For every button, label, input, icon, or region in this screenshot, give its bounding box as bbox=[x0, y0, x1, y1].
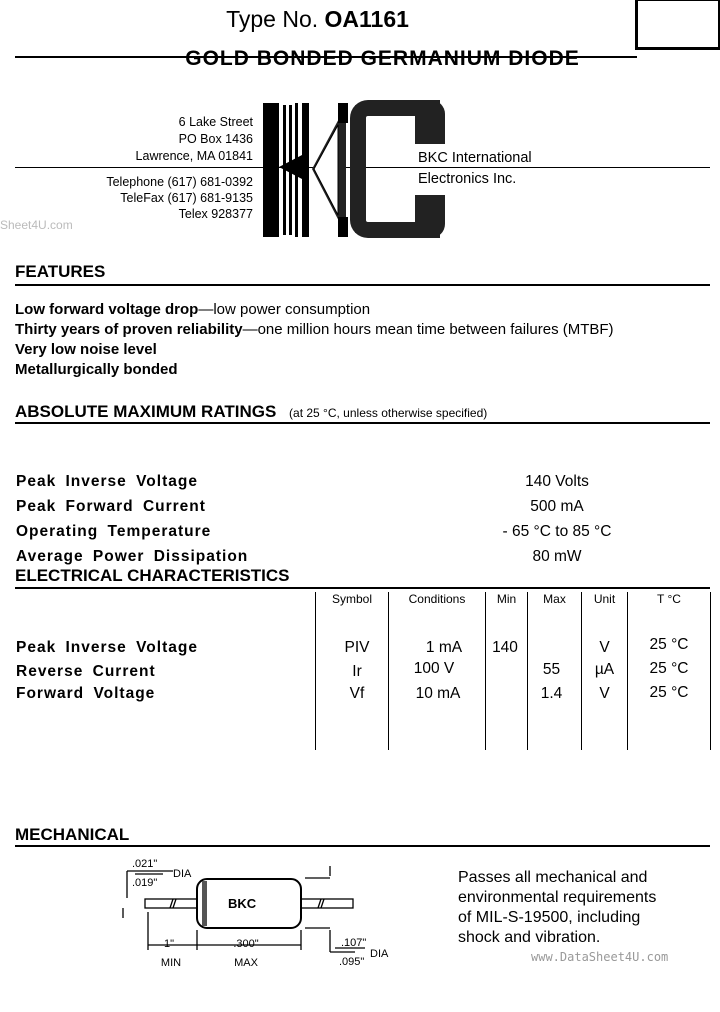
address-line: PO Box 1436 bbox=[178, 132, 253, 146]
page-subtitle: GOLD BONDED GERMANIUM DIODE bbox=[185, 47, 580, 70]
watermark: www.DataSheet4U.com bbox=[531, 950, 669, 964]
column-header: Conditions bbox=[408, 592, 466, 606]
symbol-cell: PIV bbox=[344, 639, 370, 656]
address-line: 6 Lake Street bbox=[178, 115, 253, 129]
unit-cell: µA bbox=[594, 661, 615, 678]
param-label: Reverse Current bbox=[16, 663, 156, 680]
divider bbox=[15, 587, 710, 589]
address-line: Lawrence, MA 01841 bbox=[135, 149, 253, 163]
column-header: Min bbox=[496, 592, 517, 606]
feature-item: Metallurgically bonded bbox=[15, 361, 178, 378]
temp-cell: 25 °C bbox=[649, 684, 689, 701]
divider bbox=[15, 284, 710, 286]
temp-cell: 25 °C bbox=[649, 636, 689, 653]
mechanical-heading: MECHANICAL bbox=[15, 825, 130, 844]
feature-item: Very low noise level bbox=[15, 341, 157, 358]
feature-item: Low forward voltage drop—low power consu… bbox=[15, 301, 371, 318]
temp-cell: 25 °C bbox=[649, 660, 689, 677]
body-length: .300" bbox=[233, 938, 258, 950]
feature-item: Thirty years of proven reliability—one m… bbox=[15, 321, 614, 338]
logo-c-bottom bbox=[415, 195, 445, 238]
column-header: Max bbox=[543, 592, 566, 606]
column-header: Symbol bbox=[331, 592, 372, 606]
lead-dia-min: .019" bbox=[132, 877, 157, 889]
conditions-cell: 1 mA bbox=[425, 639, 463, 656]
rating-label: Peak Inverse Voltage bbox=[16, 473, 198, 490]
divider bbox=[15, 56, 637, 58]
body-dia-max: .107" bbox=[341, 937, 366, 949]
param-label: Peak Inverse Voltage bbox=[16, 639, 198, 656]
body-length-note: MAX bbox=[234, 957, 259, 969]
rating-label: Operating Temperature bbox=[16, 523, 212, 540]
rating-value: 80 mW bbox=[532, 548, 582, 565]
max-cell: 55 bbox=[542, 661, 561, 678]
logo-c-top bbox=[415, 100, 445, 144]
max-cell: 1.4 bbox=[540, 685, 563, 702]
column-header: Unit bbox=[593, 592, 616, 606]
type-number-title: Type No. OA1161 bbox=[226, 6, 409, 32]
features-heading: FEATURES bbox=[15, 262, 106, 281]
diode-outline-drawing: .021" .019" DIA BKC 1" MIN .300" MAX .10… bbox=[122, 858, 389, 969]
column-header: T °C bbox=[657, 592, 681, 606]
rating-label: Peak Forward Current bbox=[16, 498, 206, 515]
rating-value: 500 mA bbox=[530, 498, 584, 515]
rating-label: Average Power Dissipation bbox=[16, 548, 249, 565]
lead-length: 1" bbox=[164, 938, 174, 950]
body-dia-min: .095" bbox=[339, 956, 364, 968]
param-label: Forward Voltage bbox=[16, 685, 156, 702]
conditions-cell: 100 V bbox=[413, 660, 455, 677]
divider bbox=[15, 422, 710, 424]
dia-label: DIA bbox=[370, 948, 389, 960]
bkc-logo bbox=[263, 103, 348, 237]
rating-value: - 65 °C to 85 °C bbox=[502, 523, 612, 540]
unit-cell: V bbox=[599, 639, 610, 656]
ratings-heading: ABSOLUTE MAXIMUM RATINGS (at 25 °C, unle… bbox=[15, 402, 488, 421]
dia-label: DIA bbox=[173, 868, 192, 880]
mechanical-description: shock and vibration. bbox=[458, 929, 601, 946]
unit-cell: V bbox=[599, 685, 610, 702]
contact-line: Telephone (617) 681-0392 bbox=[106, 175, 253, 189]
contact-line: TeleFax (617) 681-9135 bbox=[120, 191, 253, 205]
rating-value: 140 Volts bbox=[525, 473, 589, 490]
conditions-cell: 10 mA bbox=[415, 685, 461, 702]
symbol-cell: Vf bbox=[349, 685, 365, 702]
lead-length-note: MIN bbox=[161, 957, 181, 969]
company-name: Electronics Inc. bbox=[418, 171, 517, 187]
watermark: Sheet4U.com bbox=[0, 218, 73, 232]
mechanical-description: Passes all mechanical and bbox=[458, 869, 648, 886]
min-cell: 140 bbox=[492, 639, 518, 656]
mechanical-description: of MIL-S-19500, including bbox=[458, 909, 641, 926]
body-marking: BKC bbox=[228, 896, 257, 911]
company-name: BKC International bbox=[418, 150, 532, 166]
electrical-heading: ELECTRICAL CHARACTERISTICS bbox=[15, 566, 290, 585]
corner-box bbox=[635, 0, 720, 50]
contact-line: Telex 928377 bbox=[178, 207, 253, 221]
divider bbox=[15, 845, 710, 847]
symbol-cell: Ir bbox=[352, 663, 362, 680]
lead-dia-max: .021" bbox=[132, 858, 157, 870]
mechanical-description: environmental requirements bbox=[458, 889, 657, 906]
